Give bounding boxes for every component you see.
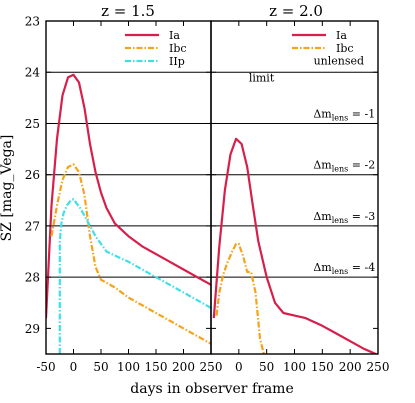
x-tick-label: 50 xyxy=(259,360,274,374)
series-line-ibc xyxy=(215,242,265,354)
annotation: Δmlens = -3 xyxy=(313,210,375,225)
y-tick-label: 25 xyxy=(25,117,40,131)
plot-frame xyxy=(45,20,212,355)
series-line-ia xyxy=(46,73,211,319)
x-tick-label: 200 xyxy=(339,360,362,374)
y-tick-label: 28 xyxy=(25,271,40,285)
x-tick-label: -50 xyxy=(36,360,55,374)
panel-title-z15: z = 1.5 xyxy=(101,2,155,20)
x-tick-label: 250 xyxy=(367,360,390,374)
legend-label-ibc: Ibc xyxy=(169,42,187,55)
x-tick-label: 0 xyxy=(235,360,243,374)
x-tick-label: 150 xyxy=(145,360,168,374)
series-line-ibc xyxy=(50,163,211,345)
annotation: unlensed xyxy=(314,55,364,68)
panel-title-z20: z = 2.0 xyxy=(269,2,323,20)
y-axis-label: SZ [mag_Vega] xyxy=(0,135,15,242)
y-tick-label: 27 xyxy=(25,219,40,233)
x-axis-label: days in observer frame xyxy=(130,381,293,397)
y-tick-label: 24 xyxy=(25,66,41,80)
legend-label-ia: Ia xyxy=(336,29,347,42)
annotation: Δmlens = -2 xyxy=(313,159,375,174)
series-line-iip xyxy=(58,198,211,354)
x-tick-label: 100 xyxy=(117,360,140,374)
legend-label-ibc: Ibc xyxy=(336,42,354,55)
y-tick-label: 29 xyxy=(25,322,40,336)
legend-label-ia: Ia xyxy=(169,29,180,42)
annotation: Δmlens = -4 xyxy=(313,261,375,276)
x-tick-label: 0 xyxy=(70,360,78,374)
annotation: Δmlens = -1 xyxy=(313,107,375,122)
series-line-ia xyxy=(212,137,378,354)
y-tick-label: 26 xyxy=(25,168,40,182)
x-tick-label: 100 xyxy=(283,360,306,374)
annotation: limit xyxy=(249,71,275,84)
x-tick-label: 200 xyxy=(172,360,195,374)
x-tick-label: 50 xyxy=(93,360,108,374)
x-tick-label: 250 xyxy=(200,360,223,374)
plot-frame xyxy=(210,20,379,355)
y-tick-label: 23 xyxy=(25,15,40,29)
legend-label-iip: IIp xyxy=(169,55,185,68)
x-tick-label: 150 xyxy=(311,360,334,374)
